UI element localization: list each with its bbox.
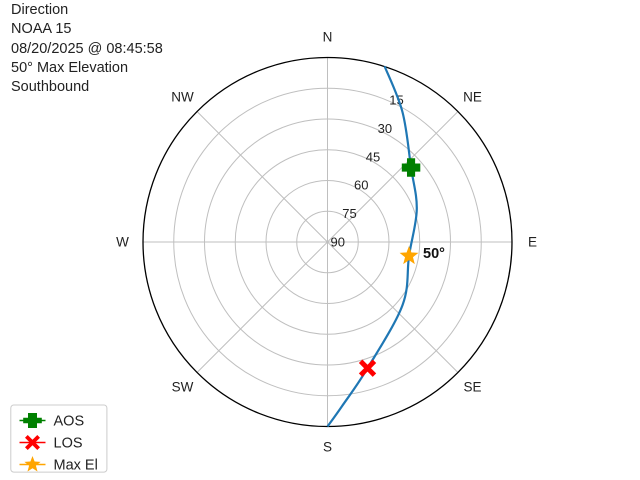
svg-text:AOS: AOS xyxy=(54,414,85,430)
svg-text:S: S xyxy=(323,440,332,455)
svg-text:NE: NE xyxy=(463,90,482,105)
svg-text:W: W xyxy=(116,235,129,250)
svg-text:90: 90 xyxy=(331,235,345,250)
svg-text:60: 60 xyxy=(354,178,368,193)
svg-text:45: 45 xyxy=(366,149,380,164)
svg-text:75: 75 xyxy=(342,206,356,221)
svg-text:SE: SE xyxy=(463,380,481,395)
svg-text:50°: 50° xyxy=(423,246,445,262)
svg-text:SW: SW xyxy=(172,380,194,395)
svg-text:30: 30 xyxy=(378,121,392,136)
svg-text:NW: NW xyxy=(171,90,194,105)
svg-text:LOS: LOS xyxy=(54,436,83,452)
svg-text:Max El: Max El xyxy=(54,458,98,474)
svg-text:E: E xyxy=(528,235,537,250)
svg-text:N: N xyxy=(323,30,333,45)
